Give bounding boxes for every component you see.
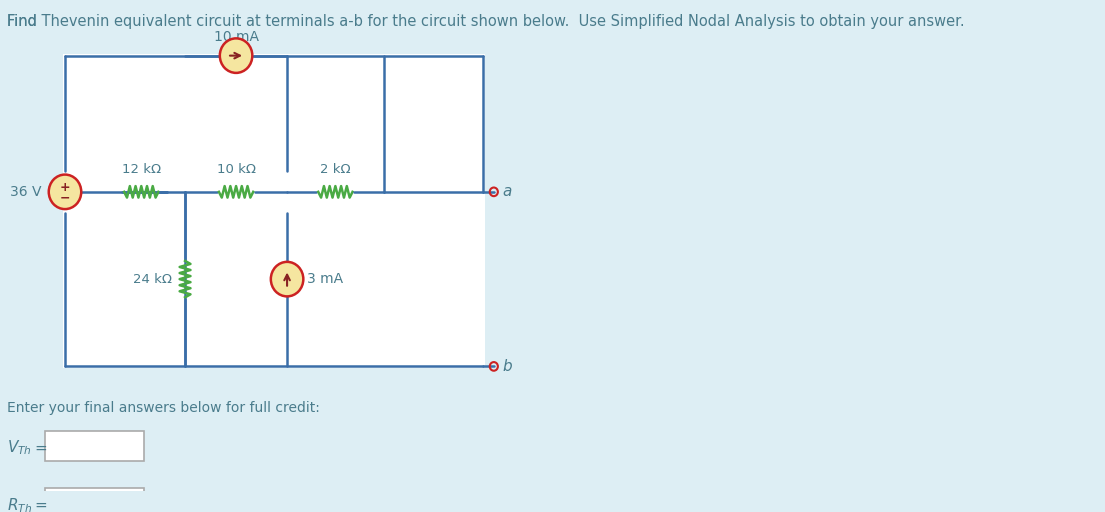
Circle shape: [49, 175, 82, 209]
Text: Enter your final answers below for full credit:: Enter your final answers below for full …: [8, 401, 320, 415]
Text: =: =: [34, 440, 48, 456]
Text: 2 kΩ: 2 kΩ: [320, 162, 350, 176]
Text: =: =: [34, 498, 48, 512]
Text: 24 kΩ: 24 kΩ: [133, 272, 171, 286]
Text: +: +: [60, 181, 71, 195]
FancyBboxPatch shape: [45, 431, 145, 461]
FancyBboxPatch shape: [63, 54, 485, 368]
Text: $V_{Th}$: $V_{Th}$: [8, 439, 32, 457]
Text: 36 V: 36 V: [10, 185, 42, 199]
Text: Find Thevenin equivalent circuit at terminals a-b for the circuit shown below.  : Find Thevenin equivalent circuit at term…: [8, 14, 965, 29]
Text: 12 kΩ: 12 kΩ: [122, 162, 161, 176]
Text: Find: Find: [8, 14, 42, 29]
Circle shape: [271, 262, 304, 296]
Text: 10 mA: 10 mA: [213, 30, 259, 44]
Text: a: a: [503, 184, 513, 199]
Text: $R_{Th}$: $R_{Th}$: [8, 496, 32, 512]
Text: b: b: [503, 359, 513, 374]
Circle shape: [220, 38, 252, 73]
Text: 3 mA: 3 mA: [307, 272, 343, 286]
Text: 10 kΩ: 10 kΩ: [217, 162, 255, 176]
Text: −: −: [60, 191, 71, 204]
FancyBboxPatch shape: [45, 488, 145, 512]
